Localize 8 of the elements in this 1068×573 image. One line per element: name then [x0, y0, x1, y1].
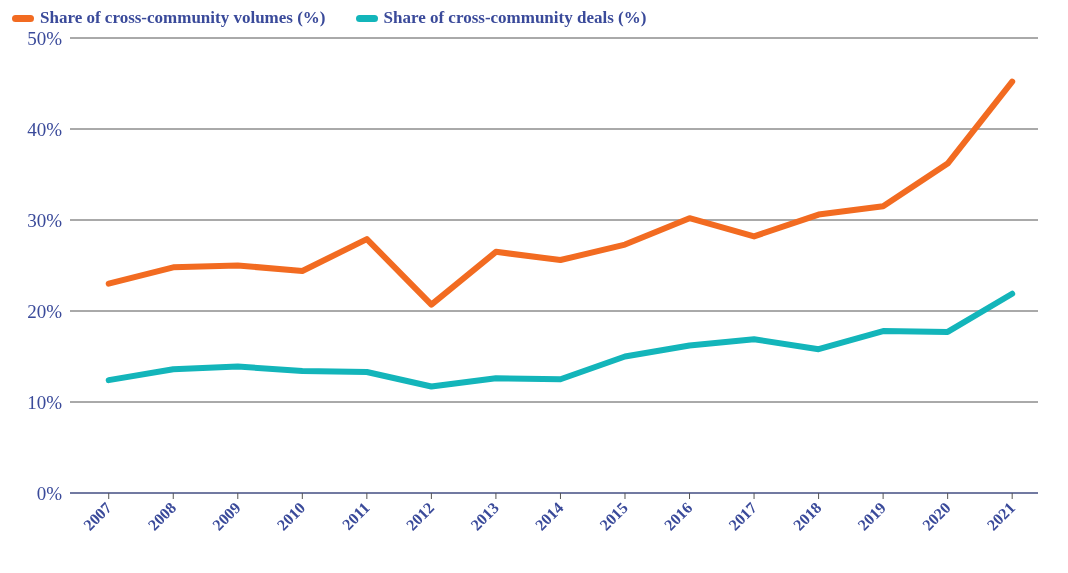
y-tick-label: 10% [27, 391, 63, 413]
y-tick-label: 40% [27, 118, 63, 140]
legend-label: Share of cross-community volumes (%) [39, 8, 326, 28]
y-tick-label: 50% [27, 27, 63, 49]
y-tick-label: 0% [36, 482, 63, 504]
y-tick-label: 30% [27, 209, 63, 231]
y-tick-label: 20% [27, 300, 63, 322]
legend-label: Share of cross-community deals (%) [382, 8, 647, 28]
